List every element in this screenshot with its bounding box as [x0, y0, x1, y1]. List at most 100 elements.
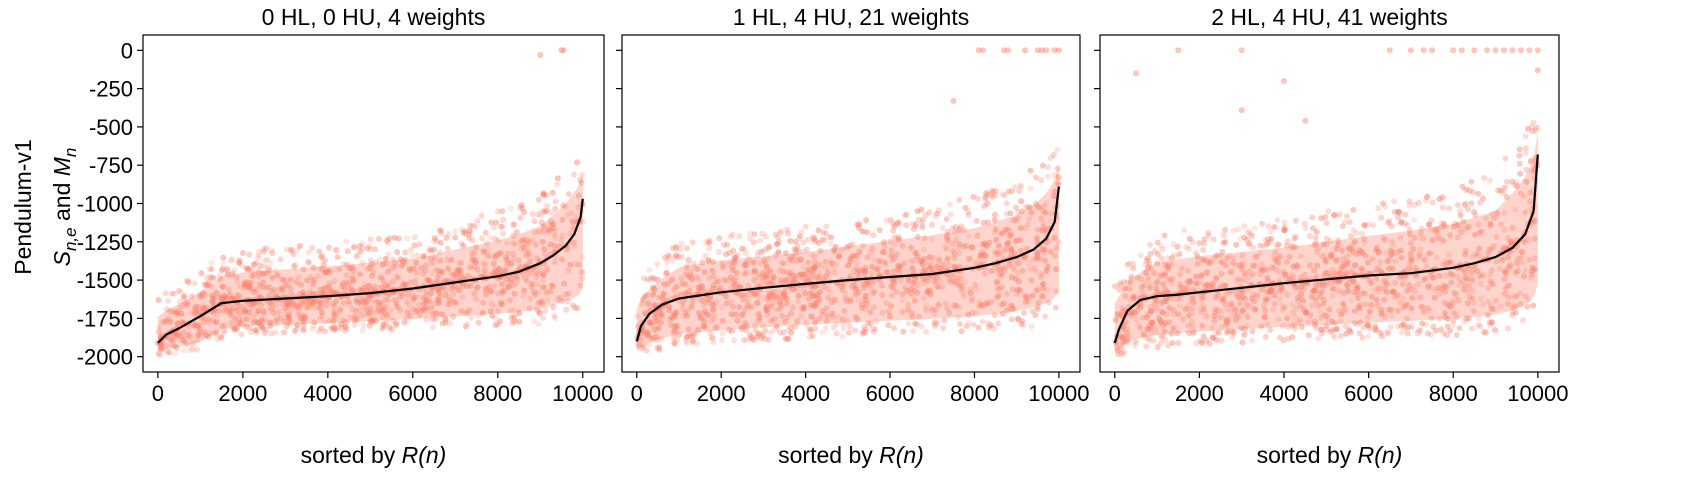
scatter-point	[766, 297, 773, 304]
y-tick-label: -1750	[77, 306, 133, 331]
scatter-point	[1330, 270, 1337, 277]
scatter-point	[1162, 296, 1169, 302]
scatter-point	[665, 252, 672, 259]
scatter-point	[656, 325, 662, 331]
scatter-point	[486, 283, 493, 290]
scatter-point	[1191, 299, 1198, 306]
scatter-point	[1517, 190, 1524, 197]
scatter-point	[236, 257, 243, 264]
mean-line	[157, 198, 584, 344]
scatter-point	[423, 304, 430, 311]
scatter-point	[520, 243, 527, 250]
scatter-point	[1408, 255, 1414, 262]
scatter-point	[1509, 312, 1516, 319]
scatter-point	[760, 295, 767, 302]
scatter-point	[1037, 255, 1044, 262]
scatter-point	[1400, 321, 1407, 328]
scatter-point	[998, 284, 1005, 291]
scatter-point	[492, 322, 499, 329]
scatter-point	[1219, 298, 1226, 305]
scatter-point	[1257, 271, 1264, 278]
scatter-point	[1055, 239, 1062, 245]
scatter-point	[1354, 285, 1361, 292]
scatter-point	[460, 229, 467, 236]
scatter-point	[1170, 241, 1177, 247]
scatter-point	[1442, 272, 1449, 279]
scatter-point	[1516, 160, 1523, 167]
scatter-point	[770, 289, 777, 296]
scatter-point	[428, 290, 435, 297]
scatter-point	[238, 331, 245, 338]
scatter-point	[292, 328, 299, 334]
scatter-point	[1040, 280, 1047, 287]
scatter-point	[306, 290, 313, 297]
scatter-point	[450, 282, 457, 289]
scatter-point	[285, 313, 292, 320]
scatter-point	[1263, 241, 1270, 248]
scatter-point	[1264, 289, 1271, 296]
scatter-point	[1047, 154, 1054, 161]
scatter-point	[1223, 319, 1230, 326]
scatter-point	[691, 330, 698, 337]
scatter-point	[505, 250, 511, 257]
scatter-point	[1053, 245, 1060, 252]
scatter-point	[473, 223, 479, 230]
scatter-point	[757, 330, 764, 337]
scatter-point	[741, 292, 748, 299]
scatter-point	[249, 301, 256, 308]
scatter-point	[646, 320, 653, 327]
scatter-point	[574, 305, 581, 312]
scatter-point	[699, 259, 706, 266]
scatter-point	[1040, 293, 1047, 300]
scatter-point	[1425, 221, 1432, 228]
scatter-point	[941, 243, 948, 250]
scatter-point	[680, 313, 687, 320]
scatter-point	[649, 291, 656, 298]
scatter-point	[677, 246, 684, 252]
scatter-point	[1410, 283, 1417, 290]
scatter-point	[1189, 323, 1196, 330]
scatter-point	[264, 269, 271, 276]
scatter-point	[1016, 286, 1023, 293]
scatter-point	[679, 301, 686, 308]
scatter-point	[221, 328, 228, 335]
scatter-point	[965, 311, 972, 318]
scatter-point	[218, 334, 225, 341]
scatter-point	[922, 306, 929, 313]
x-ticks: 0 2000 4000 6000 8000 10000	[1109, 372, 1568, 406]
scatter-point	[1322, 214, 1329, 220]
scatter-point	[1281, 227, 1288, 234]
scatter-point	[1327, 237, 1334, 244]
scatter-point	[1311, 242, 1318, 249]
scatter-point	[1293, 283, 1300, 290]
scatter-point	[1051, 234, 1058, 241]
scatter-point	[217, 276, 224, 283]
scatter-point	[1486, 319, 1493, 326]
scatter-point	[1151, 248, 1158, 255]
scatter-point	[261, 329, 268, 336]
scatter-point	[865, 282, 872, 289]
scatter-point	[811, 300, 818, 307]
scatter-point	[1442, 261, 1449, 268]
scatter-point	[432, 315, 439, 322]
scatter-point	[929, 305, 936, 312]
scatter-point	[812, 238, 819, 245]
scatter-point	[673, 283, 680, 290]
scatter-point	[1018, 198, 1025, 205]
scatter-point	[1127, 279, 1134, 286]
scatter-point	[995, 242, 1002, 249]
scatter-point	[204, 304, 211, 311]
scatter-point	[1185, 245, 1192, 252]
scatter-point	[1396, 299, 1403, 306]
scatter-point	[869, 270, 876, 277]
x-tick-label: 2000	[697, 381, 746, 406]
scatter-point	[821, 237, 828, 244]
scatter-point	[1449, 272, 1456, 279]
scatter-point	[253, 327, 260, 333]
scatter-point	[1272, 300, 1279, 307]
scatter-point	[1181, 285, 1188, 292]
scatter-point	[1283, 290, 1290, 297]
scatter-point	[1171, 252, 1177, 259]
scatter-point	[438, 230, 445, 237]
scatter-point	[919, 275, 926, 282]
